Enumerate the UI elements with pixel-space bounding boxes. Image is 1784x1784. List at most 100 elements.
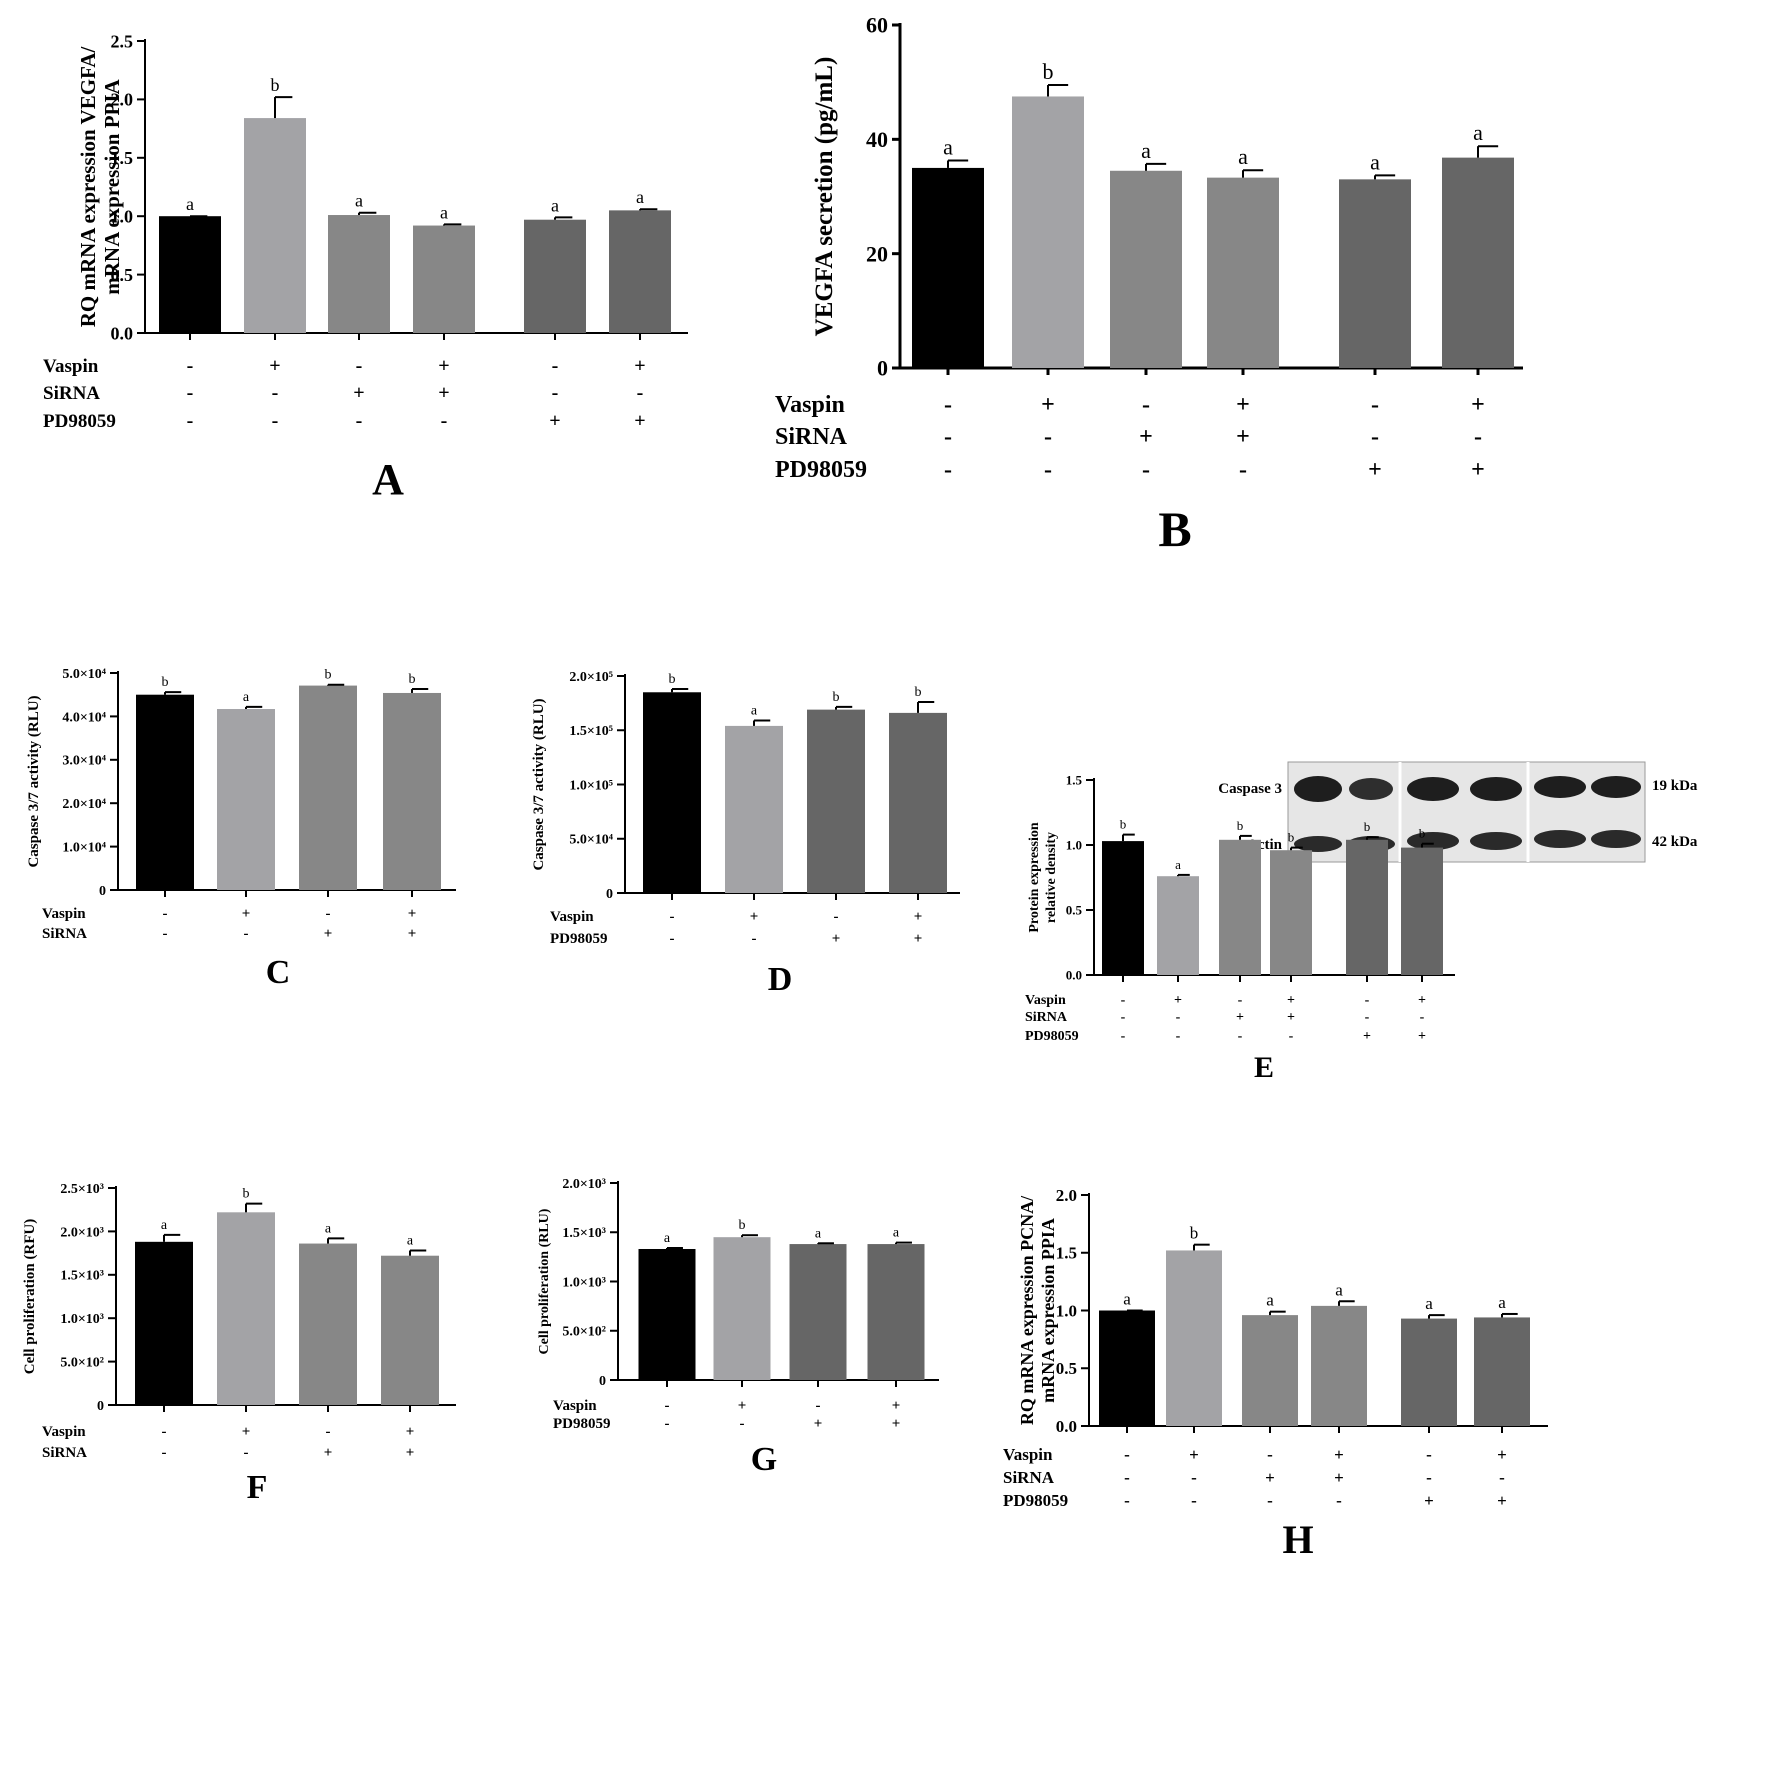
treatment-sign: - [356,355,363,377]
bar [1110,170,1182,368]
treatment-sign: + [1287,993,1295,1008]
chart-panel-d: 0 5.0×10⁴ 1.0×10⁵ 1.5×10⁵ 2.0×10⁵ Caspase 3/7… [531,670,960,998]
treatment-label: Vaspin [1025,993,1066,1008]
treatment-sign: + [269,355,280,377]
treatment-sign: - [356,410,363,432]
y-tick-label: 0 [99,884,106,899]
y-tick-label: 1.5 [111,148,134,168]
blot-background [1287,761,1646,863]
bar [1012,96,1084,368]
chart-panel-h: 0.0 0.5 1.0 1.5 2.0 RQ mRNA expression PCNA/m… [1003,1186,1548,1562]
treatment-sign: - [944,457,952,483]
treatment-sign: - [1365,993,1370,1008]
bar [244,118,306,333]
treatment-sign: - [740,1416,745,1432]
treatment-label: Vaspin [42,906,86,922]
bar [381,1255,439,1405]
bar [136,694,194,890]
y-axis-label: RQ mRNA expression PCNA/ [1017,1195,1037,1425]
treatment-sign: + [353,382,364,404]
treatment-label: SiRNA [775,424,848,450]
significance-letter: a [1370,149,1380,174]
treatment-sign: + [1265,1468,1275,1487]
y-tick-label: 1.5×10³ [60,1269,104,1284]
blot-band [1591,830,1641,848]
treatment-sign: + [1236,1010,1244,1025]
bar [299,1243,357,1405]
treatment-sign: - [665,1416,670,1432]
bar [217,709,275,890]
panel-label: C [266,954,291,991]
treatment-label: Vaspin [553,1398,597,1414]
bar [1099,1310,1155,1426]
chart-panel-e: 0.0 0.5 1.0 1.5 Protein expression relative d… [1025,773,1455,1084]
significance-letter: a [664,1231,671,1246]
treatment-sign: - [816,1398,821,1414]
treatment-sign: - [326,906,331,922]
bar [713,1237,771,1380]
significance-letter: b [833,690,840,705]
treatment-sign: - [1239,457,1247,483]
significance-letter: a [186,194,194,214]
bar [1401,1318,1457,1426]
bar [889,712,947,893]
y-tick-label: 1.0 [1056,1301,1077,1320]
bar [1242,1315,1298,1426]
significance-letter: b [325,668,332,683]
blot-band [1407,832,1459,850]
significance-letter: b [739,1218,746,1233]
significance-letter: a [815,1226,822,1241]
y-tick-label: 0 [606,887,613,902]
treatment-sign: - [1142,392,1150,418]
treatment-sign: + [1287,1010,1295,1025]
treatment-sign: - [163,906,168,922]
treatment-sign: - [187,355,194,377]
y-tick-label: 1.5 [1056,1244,1077,1263]
treatment-sign: - [552,355,559,377]
y-axis-label: relative density [1044,832,1059,923]
y-tick-label: 1.5 [1066,773,1083,788]
significance-letter: a [1473,120,1483,145]
bar [609,210,671,333]
treatment-sign: + [1174,993,1182,1008]
treatment-sign: + [1418,1029,1426,1044]
significance-letter: b [271,75,280,95]
panel-label: E [1254,1051,1274,1084]
y-tick-label: 0 [599,1374,606,1389]
significance-letter: a [1141,138,1151,163]
treatment-sign: + [1497,1445,1507,1464]
significance-letter: a [440,202,448,222]
bar [1157,876,1199,975]
bar [1401,847,1443,975]
significance-letter: b [1120,817,1127,832]
y-tick-label: 5.0×10² [562,1325,606,1340]
significance-letter: a [1425,1294,1433,1313]
treatment-sign: - [162,1424,167,1440]
treatment-sign: - [1124,1468,1130,1487]
significance-letter: a [1175,857,1181,872]
treatment-sign: + [914,931,923,947]
panel-label: A [372,455,404,504]
chart-panel-f: 0 5.0×10² 1.0×10³ 1.5×10³ 2.0×10³ 2.5×10³ Cell… [22,1182,456,1506]
chart-panel-c: 0 1.0×10⁴ 2.0×10⁴ 3.0×10⁴ 4.0×10⁴ 5.0×10⁴ Casp… [26,667,456,991]
significance-letter: b [1237,818,1244,833]
significance-letter: a [1238,144,1248,169]
treatment-sign: + [1139,424,1153,450]
significance-letter: a [1335,1280,1343,1299]
significance-letter: b [669,672,676,687]
treatment-sign: - [244,1445,249,1461]
treatment-sign: + [408,926,417,942]
treatment-sign: + [1334,1445,1344,1464]
blot-band [1349,778,1393,800]
y-tick-label: 1.0 [111,207,134,227]
y-tick-label: 5.0×10⁴ [569,833,613,848]
treatment-sign: + [892,1398,901,1414]
treatment-sign: - [1267,1491,1273,1510]
treatment-label: Vaspin [1003,1445,1053,1464]
bar [299,685,357,890]
y-axis-label: mRNA expression PPIA [100,78,124,294]
treatment-sign: - [670,931,675,947]
treatment-sign: - [670,909,675,925]
y-tick-label: 1.0×10⁵ [569,778,613,793]
panel-label: D [768,961,793,998]
